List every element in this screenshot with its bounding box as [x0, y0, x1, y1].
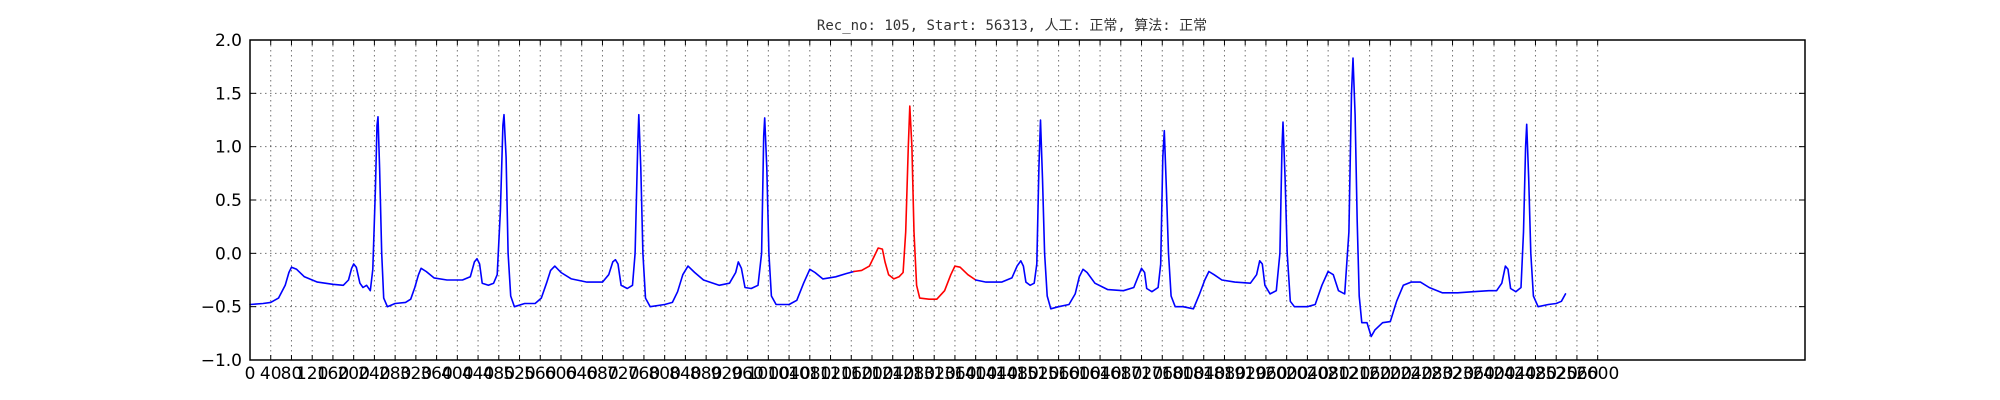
- x-axis-ticks: 0 40 8012016020024028032036040044048052056…: [245, 40, 1619, 384]
- x-tick-label: 40: [260, 364, 282, 384]
- x-tick-label: 1520: [1016, 364, 1059, 384]
- x-tick-label: 1680: [1099, 364, 1142, 384]
- x-tick-label: 1240: [871, 364, 914, 384]
- x-tick-label: 2600: [1576, 364, 1619, 384]
- x-tick-label: 0: [245, 364, 256, 384]
- x-tick-label: 800: [648, 364, 680, 384]
- x-tick-label: 280: [379, 364, 411, 384]
- y-tick-label: 2.0: [215, 31, 242, 51]
- x-tick-label: 2240: [1389, 364, 1432, 384]
- x-tick-label: 2480: [1514, 364, 1557, 384]
- x-tick-label: 1160: [830, 364, 873, 384]
- x-tick-label: 680: [586, 364, 618, 384]
- y-tick-label: −1.0: [201, 351, 242, 371]
- x-tick-label: 960: [731, 364, 763, 384]
- x-tick-label: 480: [483, 364, 515, 384]
- y-tick-label: −0.5: [201, 298, 242, 318]
- y-tick-label: 0.5: [215, 191, 242, 211]
- x-tick-label: 880: [690, 364, 722, 384]
- x-tick-label: 1760: [1141, 364, 1184, 384]
- x-tick-label: 2320: [1431, 364, 1474, 384]
- y-tick-label: 0.0: [215, 244, 242, 264]
- x-tick-label: 1880: [1203, 364, 1246, 384]
- x-tick-label: 440: [462, 364, 494, 384]
- x-tick-label: 1360: [933, 364, 976, 384]
- x-tick-label: 2360: [1452, 364, 1495, 384]
- chart-title: Rec_no: 105, Start: 56313, 人工: 正常, 算法: 正…: [817, 18, 1207, 34]
- x-tick-label: 320: [400, 364, 432, 384]
- x-tick-label: 560: [524, 364, 556, 384]
- x-tick-label: 2440: [1493, 364, 1536, 384]
- x-tick-label: 1040: [767, 364, 810, 384]
- x-tick-label: 2040: [1286, 364, 1329, 384]
- y-tick-label: 1.0: [215, 138, 242, 158]
- x-tick-label: 760: [628, 364, 660, 384]
- plot-frame: [249, 39, 1806, 361]
- x-tick-label: 400: [441, 364, 473, 384]
- x-tick-label: 360: [420, 364, 452, 384]
- x-tick-label: 2160: [1348, 364, 1391, 384]
- ecg-trace-segment-3: [974, 57, 1567, 338]
- x-tick-label: 240: [358, 364, 390, 384]
- ecg-traces: [249, 57, 1567, 338]
- x-tick-label: 1840: [1182, 364, 1225, 384]
- x-tick-label: 1280: [892, 364, 935, 384]
- x-tick-label: 920: [711, 364, 743, 384]
- x-tick-label: 1640: [1078, 364, 1121, 384]
- x-tick-label: 2520: [1535, 364, 1578, 384]
- x-tick-label: 520: [503, 364, 535, 384]
- x-tick-label: 720: [607, 364, 639, 384]
- x-tick-label: 1720: [1120, 364, 1163, 384]
- y-axis-ticks: −1.0 −0.5 0.0 0.5 1.0 1.5 2.0: [201, 31, 1805, 371]
- x-tick-label: 1200: [850, 364, 893, 384]
- x-tick-label: 1000: [747, 364, 790, 384]
- x-tick-label: 160: [317, 364, 349, 384]
- grid-lines: [249, 39, 1805, 361]
- x-tick-label: 1440: [975, 364, 1018, 384]
- x-tick-label: 2200: [1369, 364, 1412, 384]
- x-tick-label: 600: [545, 364, 577, 384]
- ecg-trace-segment-2: [853, 105, 977, 300]
- y-tick-label: 1.5: [215, 84, 242, 104]
- x-tick-label: 200: [337, 364, 369, 384]
- x-tick-label: 2120: [1327, 364, 1370, 384]
- x-tick-label: 2400: [1472, 364, 1515, 384]
- x-tick-label: 1080: [788, 364, 831, 384]
- x-tick-label: 1800: [1161, 364, 1204, 384]
- x-tick-label: 80: [281, 364, 303, 384]
- x-tick-label: 840: [669, 364, 701, 384]
- x-tick-label: 120: [296, 364, 328, 384]
- x-tick-label: 1920: [1224, 364, 1267, 384]
- x-tick-label: 1600: [1058, 364, 1101, 384]
- x-tick-label: 1960: [1244, 364, 1287, 384]
- x-tick-label: 1480: [996, 364, 1039, 384]
- x-tick-label: 2560: [1555, 364, 1598, 384]
- x-tick-label: 2080: [1307, 364, 1350, 384]
- x-tick-label: 2000: [1265, 364, 1308, 384]
- x-tick-label: 640: [566, 364, 598, 384]
- ecg-trace-segment-1: [249, 113, 855, 308]
- x-tick-label: 2280: [1410, 364, 1453, 384]
- x-tick-label: 1320: [913, 364, 956, 384]
- x-tick-label: 1400: [954, 364, 997, 384]
- x-tick-label: 1120: [809, 364, 852, 384]
- x-tick-label: 1560: [1037, 364, 1080, 384]
